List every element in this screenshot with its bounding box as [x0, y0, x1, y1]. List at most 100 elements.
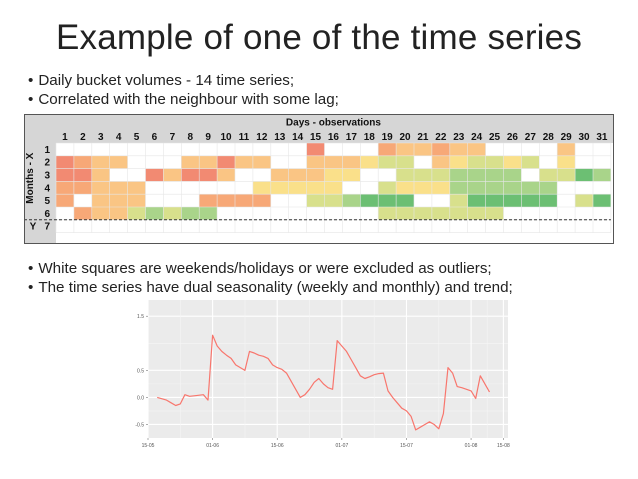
heatmap-cell	[360, 181, 379, 195]
heatmap-cell	[539, 143, 558, 156]
heatmap-cell	[485, 207, 504, 220]
heatmap-cell	[199, 143, 218, 156]
heatmap-cell	[163, 155, 182, 169]
heatmap-cell	[199, 219, 218, 233]
heatmap-cell	[163, 194, 182, 207]
heatmap-cell	[270, 181, 289, 195]
column-tick-label: 30	[578, 132, 590, 143]
heatmap-cell	[91, 168, 110, 182]
heatmap-cell	[414, 194, 432, 207]
heatmap-cell	[342, 143, 361, 156]
heatmap-cell	[109, 219, 128, 233]
heatmap-cell	[199, 155, 218, 169]
column-tick-label: 28	[543, 132, 555, 143]
heatmap-cell	[575, 219, 593, 233]
heatmap-cell	[503, 181, 522, 195]
heatmap-cell	[73, 219, 92, 233]
row-tick-label: 4	[44, 183, 50, 194]
heatmap-cell	[217, 219, 235, 233]
heatmap-cell	[270, 219, 289, 233]
heatmap-cell	[288, 181, 307, 195]
heatmap-cell	[56, 181, 74, 195]
heatmap-cell	[73, 194, 92, 207]
column-tick-label: 9	[205, 132, 211, 143]
heatmap-cell	[217, 155, 235, 169]
heatmap-cell	[467, 155, 486, 169]
row-tick-label: 5	[44, 196, 50, 207]
slide-title: Example of one of the time series	[55, 18, 583, 57]
heatmap-cell	[181, 181, 200, 195]
heatmap-cell	[396, 155, 414, 169]
bullet-item: Daily bucket volumes - 14 time series;	[28, 71, 339, 90]
column-tick-label: 15	[310, 132, 322, 143]
heatmap-cell	[557, 194, 576, 207]
heatmap-cell	[449, 181, 468, 195]
heatmap-cell	[342, 219, 361, 233]
heatmap-cell	[252, 219, 271, 233]
column-tick-label: 5	[134, 132, 140, 143]
bullet-item: Correlated with the neighbour with some …	[28, 90, 339, 109]
heatmap-cell	[485, 155, 504, 169]
heatmap-cell	[252, 181, 271, 195]
heatmap-cell	[270, 143, 289, 156]
heatmap-cell	[127, 143, 146, 156]
plot-panel	[148, 300, 508, 438]
heatmap-cell	[306, 143, 325, 156]
heatmap-row-header	[24, 114, 56, 244]
heatmap-cell	[378, 168, 397, 182]
heatmap-cell	[252, 194, 271, 207]
heatmap-cell	[145, 219, 164, 233]
heatmap-cell	[521, 207, 540, 220]
heatmap-cell	[396, 219, 414, 233]
heatmap-cell	[109, 168, 128, 182]
column-tick-label: 18	[364, 132, 376, 143]
heatmap-cell	[91, 207, 110, 220]
heatmap-cell	[252, 207, 271, 220]
heatmap-cell	[288, 155, 307, 169]
column-tick-label: 14	[292, 132, 304, 143]
heatmap-cell	[306, 181, 325, 195]
heatmap-cell	[575, 194, 593, 207]
heatmap-cell	[557, 181, 576, 195]
column-tick-label: 29	[561, 132, 573, 143]
heatmap-cell	[575, 168, 593, 182]
heatmap-cell	[414, 155, 432, 169]
heatmap-cell	[449, 219, 468, 233]
heatmap-cell	[109, 207, 128, 220]
heatmap-cell	[217, 143, 235, 156]
column-tick-label: 25	[489, 132, 501, 143]
heatmap-cell	[449, 194, 468, 207]
heatmap-cell	[127, 155, 146, 169]
heatmap-cell	[342, 194, 361, 207]
heatmap-cell	[252, 143, 271, 156]
heatmap-cell	[521, 155, 540, 169]
heatmap-cell	[467, 207, 486, 220]
heatmap-cell	[557, 207, 576, 220]
heatmap-cell	[235, 219, 253, 233]
heatmap-cell	[467, 194, 486, 207]
heatmap-cell	[396, 168, 414, 182]
heatmap-cell	[288, 194, 307, 207]
heatmap-cell	[73, 155, 92, 169]
heatmap-cell	[575, 155, 593, 169]
row-tick-label: 7	[44, 222, 50, 233]
column-tick-label: 3	[98, 132, 104, 143]
heatmap-cell	[467, 168, 486, 182]
heatmap-cell	[217, 168, 235, 182]
heatmap-cell	[217, 194, 235, 207]
heatmap-cell	[199, 207, 218, 220]
heatmap-cell	[91, 155, 110, 169]
heatmap-cell	[360, 143, 379, 156]
y-tick-label: 1.5	[137, 314, 144, 320]
heatmap-cell	[431, 207, 450, 220]
heatmap-cell	[396, 207, 414, 220]
heatmap-cell	[306, 155, 325, 169]
x-tick-label: 15-08	[497, 443, 510, 449]
column-tick-label: 11	[239, 132, 250, 143]
heatmap-cell	[539, 194, 558, 207]
heatmap-cell	[414, 143, 432, 156]
heatmap-cell	[145, 194, 164, 207]
heatmap-cell	[109, 194, 128, 207]
heatmap-cell	[270, 168, 289, 182]
